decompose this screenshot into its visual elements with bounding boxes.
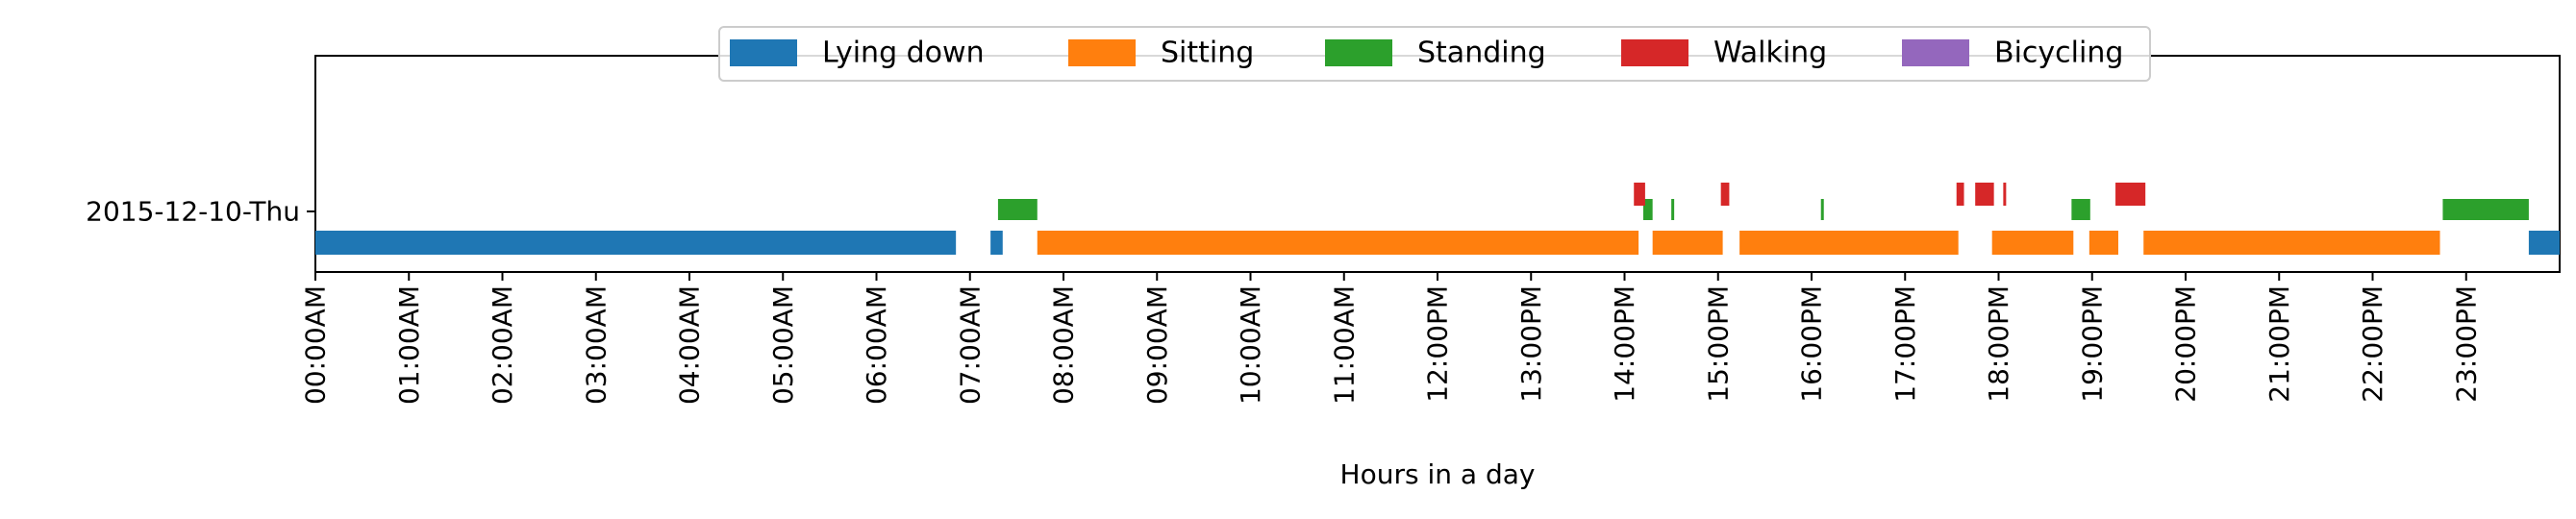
x-tick-label-15: 15:00PM — [1702, 285, 1734, 403]
bar-walking-1 — [1720, 183, 1730, 206]
x-axis: 00:00AM 01:00AM 02:00AM 03:00AM 04:00AM 05:00… — [300, 272, 2482, 405]
x-tick-label-13: 13:00PM — [1515, 285, 1547, 403]
bar-lying-down-2 — [2528, 231, 2560, 255]
bar-lying-down-0 — [315, 231, 957, 255]
bar-sitting-5 — [2143, 231, 2440, 255]
bar-sitting-2 — [1739, 231, 1959, 255]
bar-standing-4 — [2071, 199, 2090, 220]
legend-label-sitting: Sitting — [1161, 37, 1254, 70]
x-tick-label-6: 06:00AM — [861, 285, 892, 405]
legend-swatch-bicycling — [1902, 39, 1969, 66]
legend-swatch-walking — [1621, 39, 1688, 66]
x-tick-label-5: 05:00AM — [767, 285, 799, 405]
x-tick-label-9: 09:00AM — [1141, 285, 1173, 405]
bar-sitting-0 — [1037, 231, 1639, 255]
bar-standing-0 — [997, 199, 1038, 220]
bar-standing-1 — [1642, 199, 1653, 220]
x-tick-label-2: 02:00AM — [487, 285, 518, 405]
x-tick-label-16: 16:00PM — [1796, 285, 1828, 403]
legend-swatch-standing — [1325, 39, 1392, 66]
x-tick-label-23: 23:00PM — [2450, 285, 2482, 403]
bar-standing-3 — [1820, 199, 1824, 220]
x-tick-label-14: 14:00PM — [1609, 285, 1640, 403]
bar-walking-2 — [1956, 183, 1964, 206]
bar-standing-5 — [2442, 199, 2529, 220]
bar-standing-2 — [1671, 199, 1675, 220]
bar-sitting-4 — [2088, 231, 2118, 255]
x-tick-label-21: 21:00PM — [2263, 285, 2295, 403]
x-tick-label-22: 22:00PM — [2357, 285, 2388, 403]
bar-walking-4 — [2003, 183, 2007, 206]
x-tick-label-0: 00:00AM — [300, 285, 332, 405]
x-tick-label-1: 01:00AM — [393, 285, 425, 405]
x-tick-label-3: 03:00AM — [580, 285, 612, 405]
legend-label-bicycling: Bicycling — [1994, 37, 2123, 70]
x-tick-label-8: 08:00AM — [1048, 285, 1080, 405]
x-tick-label-7: 07:00AM — [954, 285, 986, 405]
x-axis-label: Hours in a day — [1340, 458, 1536, 490]
legend-label-walking: Walking — [1713, 37, 1827, 70]
legend-swatch-lying-down — [730, 39, 797, 66]
legend-label-standing: Standing — [1417, 37, 1546, 70]
x-tick-label-17: 17:00PM — [1889, 285, 1921, 403]
bar-walking-0 — [1634, 183, 1645, 206]
bar-lying-down-1 — [990, 231, 1003, 255]
legend: Lying down Sitting Standing Walking Bicyclin… — [718, 26, 2151, 82]
y-axis: 2015-12-10-Thu — [86, 196, 315, 228]
bar-walking-5 — [2115, 183, 2146, 206]
legend-label-lying-down: Lying down — [822, 37, 985, 70]
x-tick-label-12: 12:00PM — [1422, 285, 1454, 403]
y-tick-label-0: 2015-12-10-Thu — [86, 196, 300, 228]
x-tick-label-19: 19:00PM — [2076, 285, 2108, 403]
bar-sitting-3 — [1991, 231, 2074, 255]
x-tick-label-18: 18:00PM — [1983, 285, 2014, 403]
bars-layer — [315, 183, 2560, 255]
x-tick-label-20: 20:00PM — [2170, 285, 2202, 403]
x-tick-label-4: 04:00AM — [674, 285, 706, 405]
bar-sitting-1 — [1652, 231, 1723, 255]
x-tick-label-11: 11:00AM — [1328, 285, 1360, 405]
bar-walking-3 — [1975, 183, 1994, 206]
x-tick-label-10: 10:00AM — [1235, 285, 1266, 405]
legend-swatch-sitting — [1068, 39, 1136, 66]
